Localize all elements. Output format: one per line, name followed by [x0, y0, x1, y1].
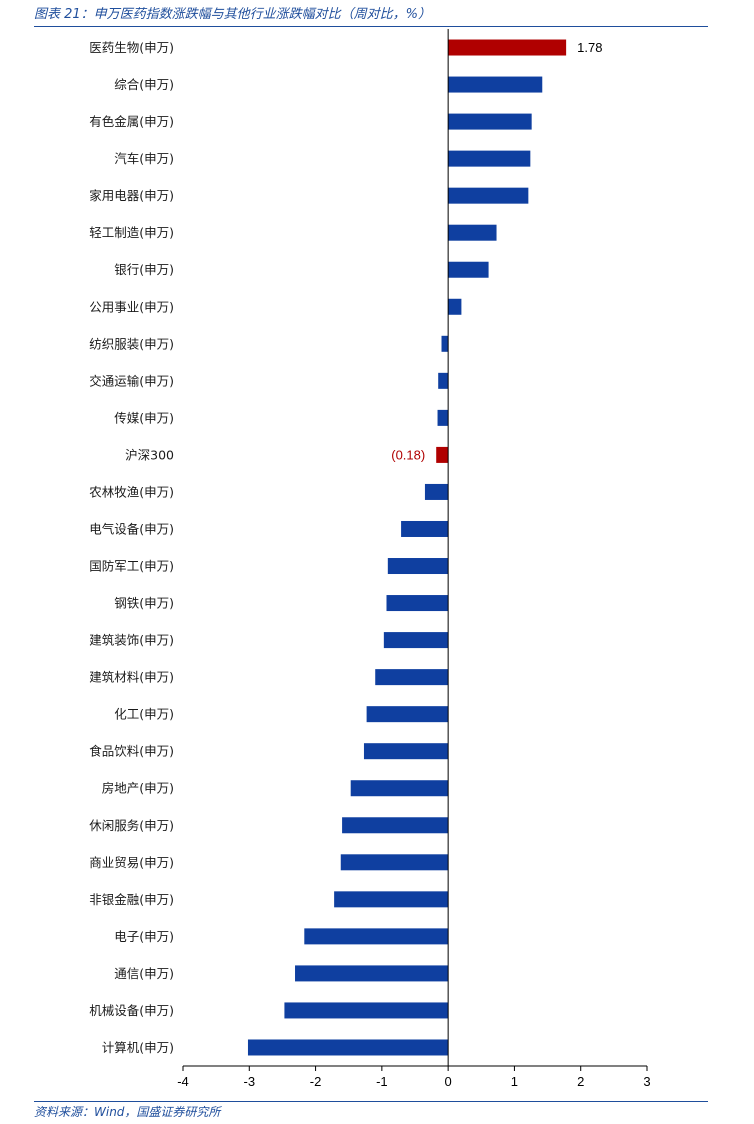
bar: [448, 187, 529, 204]
bar: [401, 520, 449, 537]
category-label: 国防军工(申万): [89, 559, 174, 574]
x-tick-label: 1: [511, 1074, 518, 1089]
bar: [340, 854, 449, 871]
category-label: 农林牧渔(申万): [89, 484, 174, 499]
bar: [304, 928, 449, 945]
category-label: 房地产(申万): [102, 781, 174, 796]
top-divider: [34, 26, 708, 27]
category-label: 建筑材料(申万): [89, 670, 174, 685]
bar: [342, 817, 449, 834]
category-label: 传媒(申万): [114, 410, 174, 425]
category-label: 交通运输(申万): [89, 373, 174, 388]
bar: [448, 298, 462, 315]
bar: [334, 891, 449, 908]
category-label: 化工(申万): [114, 707, 174, 722]
category-label: 电气设备(申万): [89, 521, 174, 536]
bar: [350, 780, 449, 797]
bar: [424, 483, 449, 500]
category-label: 家用电器(申万): [89, 188, 174, 203]
source-note: 资料来源：Wind，国盛证券研究所: [34, 1105, 221, 1119]
category-label: 银行(申万): [114, 262, 174, 277]
category-label: 沪深300: [125, 447, 174, 462]
category-label: 食品饮料(申万): [89, 744, 174, 759]
category-label: 休闲服务(申万): [89, 818, 174, 833]
x-tick-label: -1: [376, 1074, 388, 1089]
bar: [295, 965, 449, 982]
bar: [247, 1039, 449, 1056]
category-label: 建筑装饰(申万): [89, 633, 174, 648]
bar: [375, 669, 449, 686]
bar: [436, 446, 449, 463]
category-label: 通信(申万): [114, 966, 174, 981]
x-tick-label: 0: [445, 1074, 452, 1089]
category-label: 非银金融(申万): [89, 892, 174, 907]
bar: [448, 261, 489, 278]
category-label: 有色金属(申万): [89, 114, 174, 129]
x-tick-label: 2: [577, 1074, 584, 1089]
x-tick-label: 3: [643, 1074, 650, 1089]
category-label: 纺织服装(申万): [89, 336, 174, 351]
category-label: 公用事业(申万): [89, 299, 174, 314]
category-label: 汽车(申万): [114, 151, 174, 166]
bar: [437, 409, 449, 426]
bar: [363, 743, 449, 760]
bar: [448, 39, 567, 56]
x-tick-label: -2: [310, 1074, 322, 1089]
category-label: 医药生物(申万): [89, 40, 174, 55]
data-label: (0.18): [391, 447, 425, 462]
category-label: 轻工制造(申万): [89, 225, 174, 240]
bar: [438, 372, 449, 389]
category-label: 钢铁(申万): [114, 596, 174, 611]
bar: [366, 706, 449, 723]
category-label: 机械设备(申万): [89, 1003, 174, 1018]
bar: [448, 113, 532, 130]
category-label: 计算机(申万): [102, 1040, 174, 1055]
data-label: 1.78: [577, 40, 602, 55]
bar: [383, 632, 449, 649]
x-tick-label: -3: [244, 1074, 256, 1089]
bar: [448, 150, 531, 167]
bar: [448, 224, 497, 241]
category-label: 综合(申万): [114, 77, 174, 92]
x-tick-label: -4: [177, 1074, 189, 1089]
bar: [448, 76, 543, 93]
category-label: 电子(申万): [114, 929, 174, 944]
bar: [441, 335, 449, 352]
bar: [387, 558, 449, 575]
bar: [284, 1002, 449, 1019]
chart-title: 图表 21：申万医药指数涨跌幅与其他行业涨跌幅对比（周对比，%）: [34, 7, 432, 22]
bar: [386, 595, 449, 612]
bottom-divider: [34, 1101, 708, 1102]
category-label: 商业贸易(申万): [89, 855, 174, 870]
